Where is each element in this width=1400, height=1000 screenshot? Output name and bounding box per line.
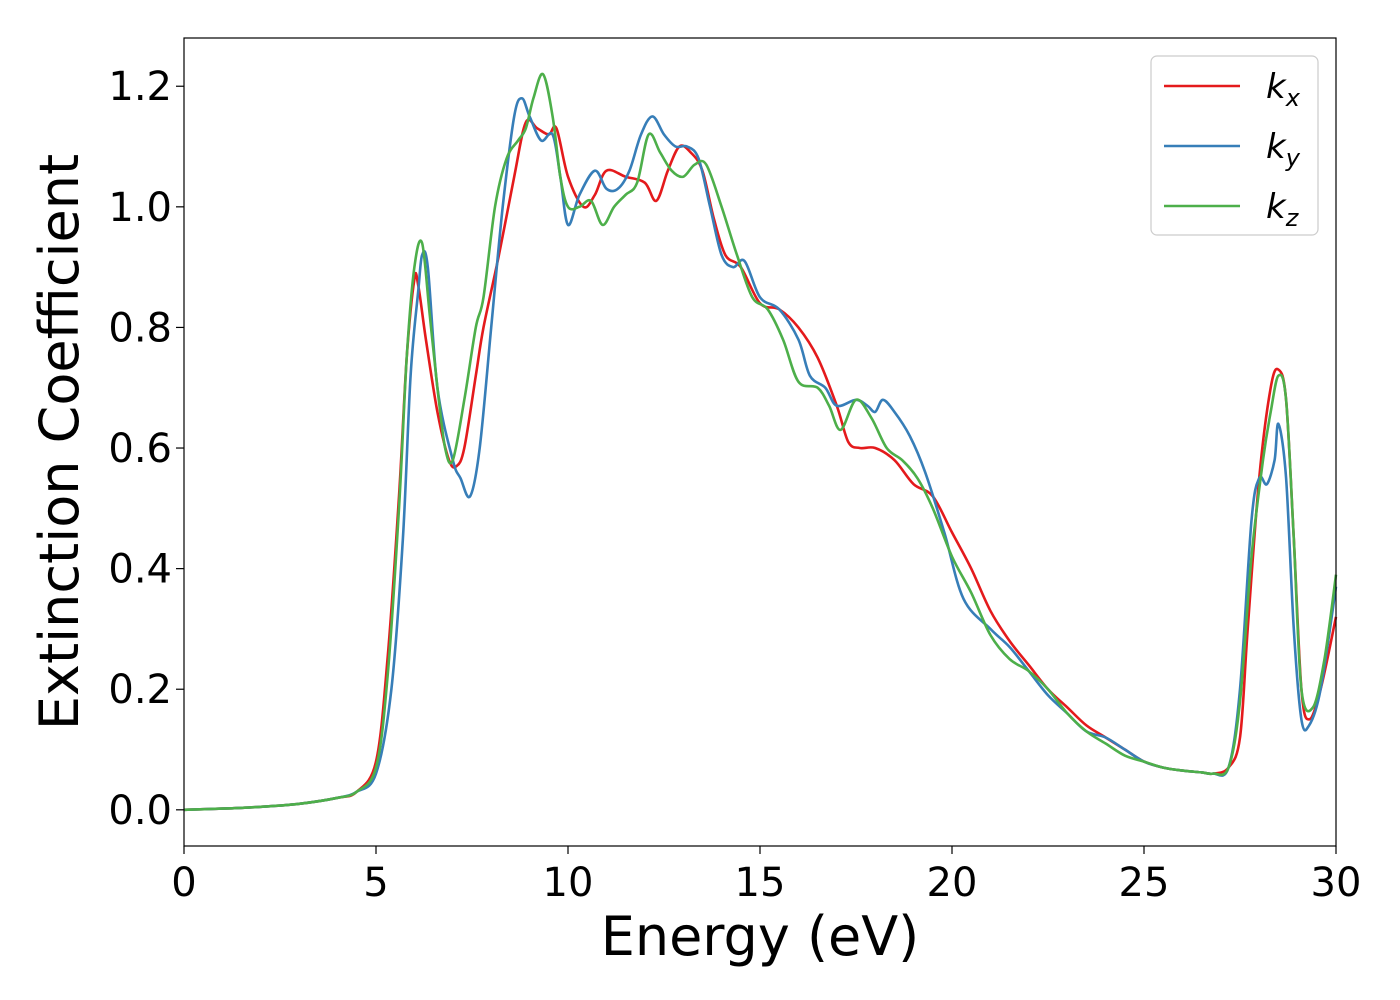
x-tick-label: 15 [735, 860, 786, 906]
y-tick-label: 0.0 [108, 788, 172, 834]
legend-label-x: kx [1266, 67, 1301, 112]
y-tick-label: 1.2 [108, 64, 172, 110]
series-layer [183, 72, 1338, 812]
legend: kx ky kz [1150, 55, 1319, 236]
y-tick-label: 0.4 [108, 547, 172, 593]
legend-label-y: ky [1266, 127, 1301, 172]
y-axis-title: Extinction Coefficient [28, 154, 91, 730]
x-tick-label: 30 [1311, 860, 1362, 906]
x-tick-label: 0 [171, 860, 196, 906]
x-axis-title: Energy (eV) [601, 905, 920, 968]
x-tick-label: 5 [363, 860, 388, 906]
x-tick-label: 10 [543, 860, 594, 906]
y-tick-label: 0.6 [108, 426, 172, 472]
legend-label-z: kz [1266, 187, 1300, 232]
y-axis: 0.0 0.2 0.4 0.6 0.8 1.0 1.2 [108, 64, 184, 834]
x-axis: 0 5 10 15 20 25 30 [171, 846, 1361, 906]
y-tick-label: 0.8 [108, 305, 172, 351]
x-tick-label: 25 [1119, 860, 1170, 906]
series-line-z [183, 72, 1338, 812]
x-tick-label: 20 [927, 860, 978, 906]
y-tick-label: 1.0 [108, 185, 172, 231]
y-tick-label: 0.2 [108, 667, 172, 713]
